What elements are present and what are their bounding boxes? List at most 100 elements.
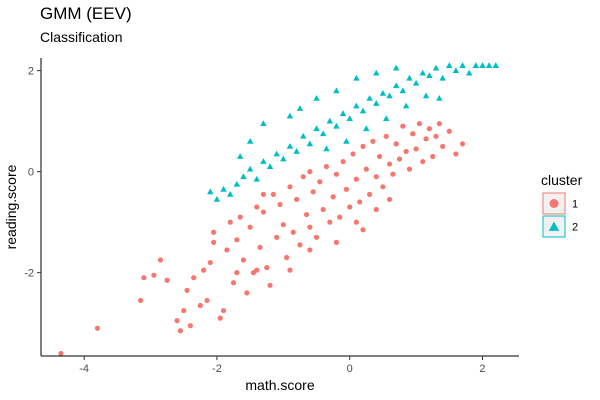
- data-point-cluster-1: [94, 325, 101, 331]
- data-point-cluster-2: [363, 125, 370, 132]
- data-point-cluster-1: [343, 186, 349, 192]
- legend: cluster 12: [541, 172, 583, 238]
- data-point-cluster-1: [410, 131, 416, 137]
- data-point-cluster-2: [233, 180, 241, 187]
- data-point-cluster-2: [333, 122, 340, 129]
- x-tick-label: 2: [479, 363, 485, 375]
- data-point-cluster-1: [347, 204, 353, 210]
- data-point-cluster-1: [376, 153, 383, 160]
- data-point-cluster-2: [333, 87, 340, 94]
- data-point-cluster-1: [307, 224, 313, 230]
- y-tick-label: 2: [28, 66, 34, 78]
- data-point-cluster-1: [430, 153, 436, 160]
- legend-label: 1: [572, 199, 578, 211]
- data-point-cluster-1: [446, 128, 452, 134]
- data-point-cluster-1: [373, 206, 379, 213]
- data-point-cluster-2: [266, 163, 274, 169]
- data-point-cluster-1: [234, 270, 240, 276]
- data-point-cluster-1: [287, 267, 293, 273]
- legend-title: cluster: [541, 172, 583, 188]
- data-point-cluster-2: [300, 132, 307, 139]
- data-point-cluster-2: [379, 89, 387, 96]
- data-point-cluster-1: [459, 141, 466, 147]
- data-point-cluster-2: [373, 69, 380, 76]
- data-point-cluster-1: [393, 141, 399, 147]
- data-point-cluster-2: [280, 155, 287, 162]
- data-point-cluster-1: [333, 171, 340, 177]
- data-point-cluster-1: [310, 189, 316, 195]
- data-point-cluster-1: [360, 227, 366, 233]
- data-point-cluster-1: [293, 196, 300, 203]
- data-point-cluster-2: [213, 196, 221, 202]
- data-point-cluster-1: [260, 209, 267, 215]
- data-point-cluster-2: [382, 115, 390, 121]
- data-point-cluster-2: [326, 117, 334, 124]
- data-point-cluster-1: [197, 302, 203, 309]
- data-point-cluster-2: [246, 137, 254, 144]
- data-point-cluster-1: [436, 121, 442, 127]
- data-point-cluster-1: [267, 282, 273, 288]
- data-point-cluster-2: [273, 150, 280, 157]
- data-point-cluster-1: [287, 184, 293, 190]
- data-point-cluster-1: [386, 196, 393, 203]
- data-point-cluster-1: [284, 254, 290, 261]
- data-point-cluster-2: [353, 102, 360, 109]
- data-point-cluster-1: [453, 151, 459, 157]
- data-point-cluster-1: [254, 204, 260, 210]
- data-point-cluster-1: [373, 174, 379, 180]
- data-point-cluster-2: [386, 92, 393, 99]
- data-point-cluster-1: [380, 184, 386, 190]
- chart-title: GMM (EEV): [40, 4, 132, 23]
- data-point-cluster-2: [479, 62, 486, 68]
- data-point-cluster-2: [346, 115, 353, 121]
- data-point-cluster-2: [207, 188, 214, 195]
- data-point-cluster-2: [452, 67, 460, 74]
- data-point-cluster-1: [426, 126, 432, 132]
- x-tick-label: -2: [212, 363, 222, 375]
- data-point-cluster-1: [307, 247, 313, 253]
- y-axis-ticks: -2 0 2: [24, 66, 41, 280]
- data-point-cluster-1: [367, 191, 373, 197]
- data-point-cluster-1: [220, 307, 227, 314]
- x-axis-label: math.score: [245, 377, 314, 393]
- data-point-cluster-1: [187, 323, 193, 329]
- data-point-cluster-2: [246, 165, 254, 172]
- chart-subtitle: Classification: [40, 29, 123, 45]
- data-point-cluster-2: [260, 120, 267, 127]
- data-point-cluster-1: [270, 191, 276, 197]
- data-point-cluster-2: [353, 74, 360, 81]
- data-point-cluster-2: [373, 100, 380, 106]
- data-point-cluster-2: [313, 95, 320, 101]
- data-point-cluster-1: [230, 280, 237, 286]
- data-point-cluster-2: [459, 62, 466, 68]
- data-point-cluster-2: [436, 95, 443, 101]
- data-point-cluster-2: [296, 105, 304, 111]
- data-point-cluster-1: [327, 219, 333, 225]
- data-point-cluster-1: [370, 138, 376, 144]
- data-point-cluster-1: [184, 287, 190, 293]
- data-point-cluster-1: [247, 224, 253, 230]
- data-point-cluster-1: [363, 166, 369, 172]
- data-point-cluster-1: [396, 156, 403, 162]
- data-point-cluster-2: [286, 112, 294, 119]
- legend-triangle-icon: [548, 221, 560, 231]
- data-point-cluster-1: [383, 133, 389, 139]
- data-point-cluster-1: [303, 211, 310, 218]
- data-point-cluster-2: [492, 62, 499, 68]
- data-point-cluster-1: [420, 158, 426, 165]
- data-point-cluster-2: [392, 82, 400, 89]
- data-point-cluster-1: [337, 214, 343, 220]
- data-point-cluster-1: [227, 219, 233, 225]
- x-tick-label: -4: [79, 363, 89, 375]
- data-point-cluster-1: [433, 133, 439, 139]
- data-point-cluster-1: [400, 123, 406, 129]
- data-point-cluster-1: [403, 148, 409, 155]
- data-point-cluster-1: [386, 161, 393, 167]
- data-point-cluster-2: [465, 69, 473, 76]
- data-point-cluster-1: [330, 194, 336, 200]
- data-point-cluster-1: [353, 176, 359, 182]
- data-point-cluster-1: [177, 328, 184, 334]
- data-point-cluster-1: [174, 318, 180, 324]
- legend-circle-icon: [549, 199, 559, 208]
